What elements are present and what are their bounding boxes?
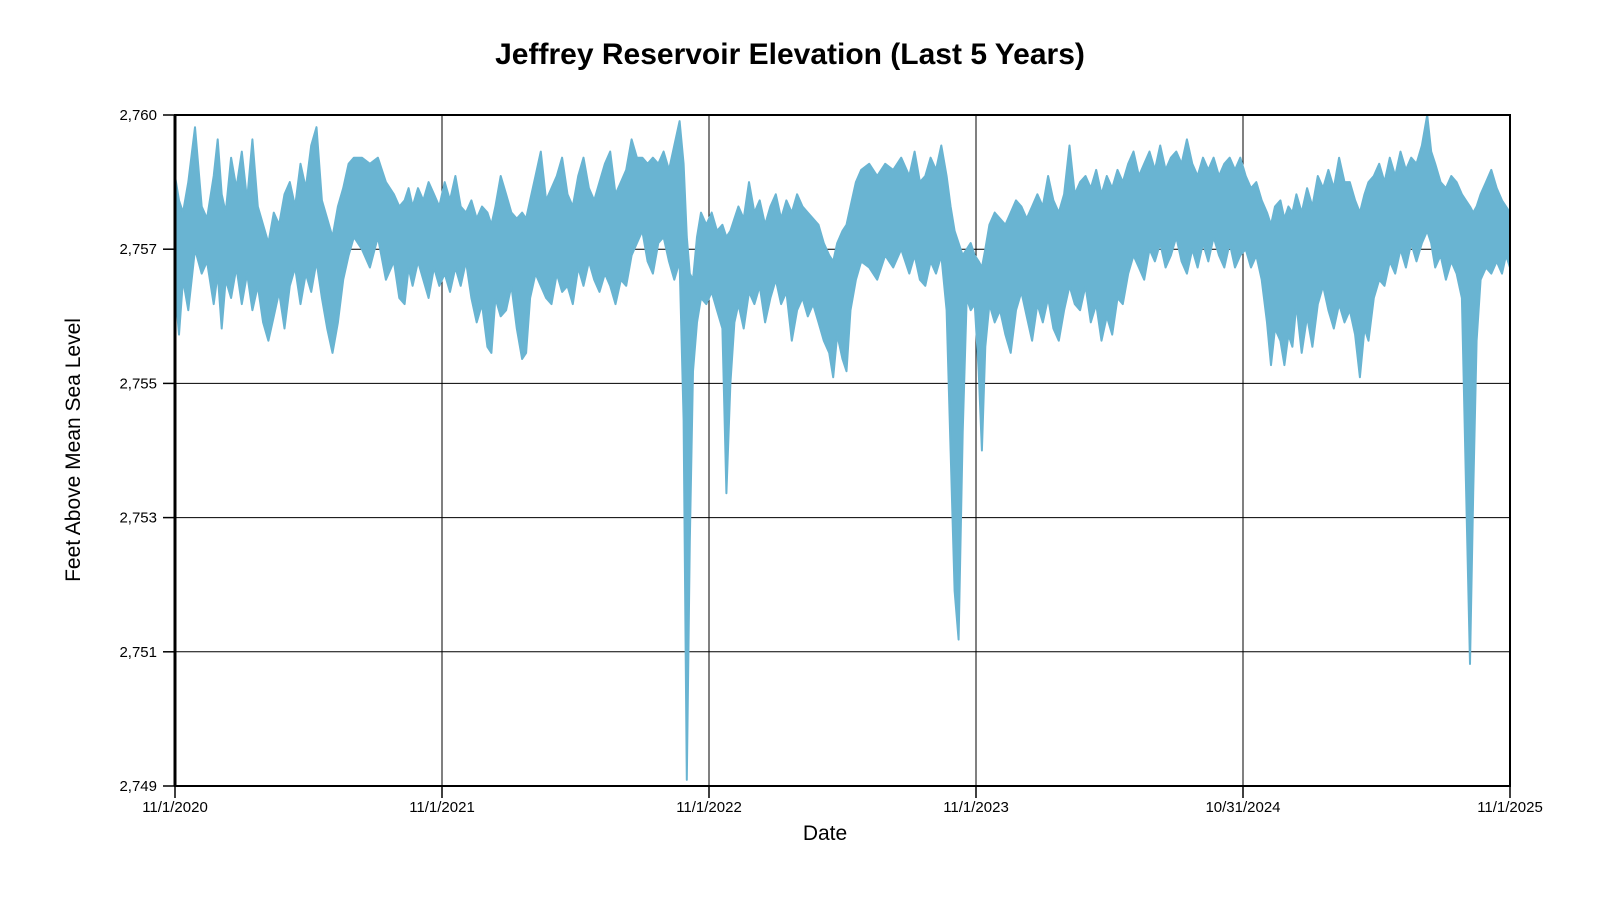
x-tick-label: 11/1/2022 [676,799,742,816]
y-tick-label: 2,751 [119,644,157,661]
series-layer [174,114,1511,781]
x-tick-label: 11/1/2023 [943,799,1009,816]
y-tick-label: 2,749 [119,778,157,795]
y-tick-label: 2,753 [119,510,157,527]
x-tick-label: 10/31/2024 [1205,799,1280,816]
tick-labels-layer: 2,749 2,751 2,753 2,755 2,757 2,760 11/1/2020 1… [119,107,1542,816]
x-axis-title: Date [803,822,847,845]
elevation-area-series [174,114,1511,781]
x-tick-label: 11/1/2021 [409,799,475,816]
x-tick-label: 11/1/2020 [142,799,208,816]
plot-frame-layer [163,114,1511,798]
y-axis-title: Feet Above Mean Sea Level [62,318,85,582]
chart-title: Jeffrey Reservoir Elevation (Last 5 Year… [495,38,1085,71]
y-tick-label: 2,760 [119,107,157,124]
y-tick-label: 2,757 [119,241,157,258]
y-tick-label: 2,755 [119,375,157,392]
x-tick-label: 11/1/2025 [1477,799,1543,816]
